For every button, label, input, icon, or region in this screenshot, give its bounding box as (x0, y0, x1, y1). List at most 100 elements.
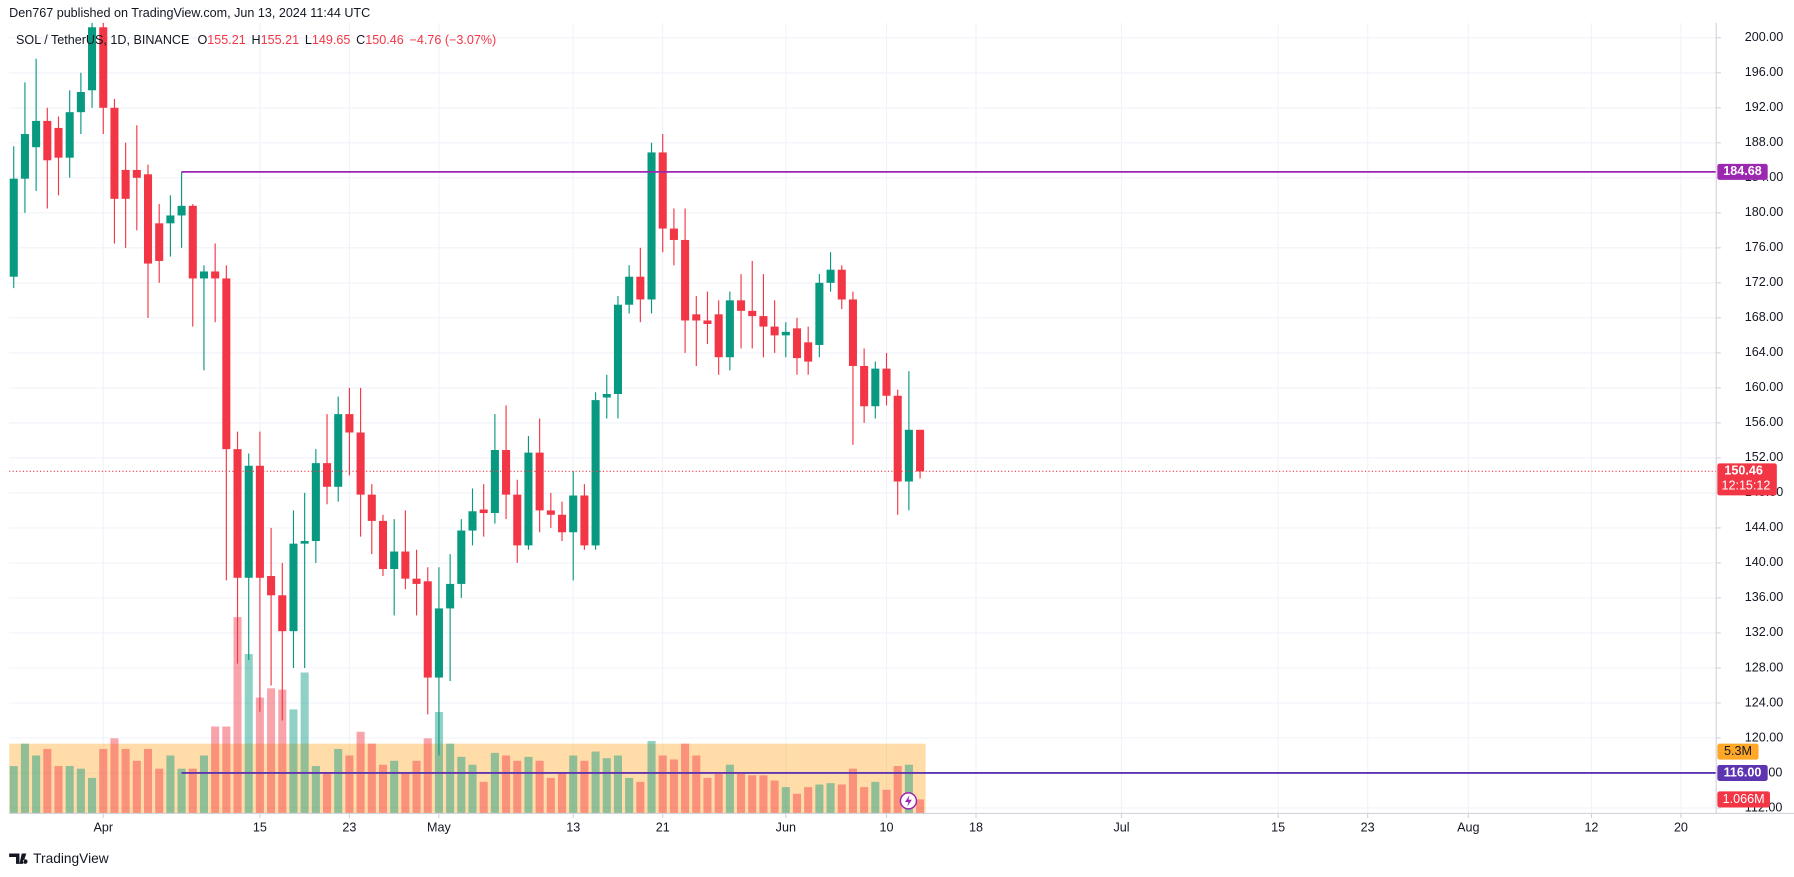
candle-body (737, 300, 746, 311)
volume-bar (759, 775, 768, 814)
volume-bar (468, 764, 477, 814)
candle-body (233, 449, 242, 578)
volume-bar (692, 755, 701, 814)
candle-body (88, 27, 97, 91)
x-tick-label: 10 (880, 821, 894, 835)
volume-bar (860, 787, 869, 814)
x-tick-label: 23 (342, 821, 356, 835)
candle-body (815, 282, 824, 345)
candle-body (423, 581, 432, 678)
candle-body (468, 511, 477, 531)
y-tick-label: 144.00 (1745, 520, 1783, 534)
volume-bar (155, 768, 164, 814)
candle-body (904, 429, 913, 482)
y-tick-label: 140.00 (1745, 555, 1783, 569)
y-tick-label: 120.00 (1745, 730, 1783, 744)
volume-bar (32, 755, 41, 814)
volume-ma-label: 5.3M (1724, 744, 1752, 758)
x-tick-label: 15 (1271, 821, 1285, 835)
y-tick-label: 172.00 (1745, 275, 1783, 289)
volume-bar (367, 743, 376, 814)
x-tick-label: 12 (1584, 821, 1598, 835)
y-tick-label: 164.00 (1745, 345, 1783, 359)
volume-bar (479, 781, 488, 814)
volume-bar (804, 787, 813, 814)
volume-bar (916, 799, 925, 814)
candle-body (513, 494, 522, 546)
x-tick-label: Apr (93, 821, 113, 835)
ohlc-letter: H (252, 34, 261, 48)
candle-body (32, 120, 41, 148)
ohlc-letter: L (305, 34, 312, 48)
candle-body (211, 271, 220, 279)
last-price-label: 150.46 (1724, 464, 1762, 478)
volume-bar (177, 768, 186, 814)
volume-bar (904, 764, 913, 814)
y-tick-label: 180.00 (1745, 205, 1783, 219)
volume-bar (490, 752, 499, 814)
ohlc-value: 149.65 (312, 34, 350, 48)
candle-body (65, 112, 74, 158)
candle-body (9, 178, 18, 277)
y-tick-label: 136.00 (1745, 590, 1783, 604)
candle-body (255, 465, 264, 578)
x-tick-label: May (427, 821, 451, 835)
candle-body (222, 278, 231, 450)
candle-body (837, 269, 846, 300)
candle-body (345, 414, 354, 433)
y-tick-label: 128.00 (1745, 660, 1783, 674)
volume-bar (76, 768, 85, 814)
candle-body (390, 551, 399, 570)
volume-bar (557, 772, 567, 814)
candle-body (99, 27, 108, 108)
volume-bar (725, 764, 734, 814)
volume-bar (334, 748, 343, 814)
x-tick-label: 20 (1674, 821, 1688, 835)
volume-bar (323, 772, 332, 814)
change: −4.76 (−3.07%) (410, 34, 497, 48)
candle-body (692, 314, 701, 321)
candle-body (166, 215, 175, 224)
candle-body (546, 510, 555, 515)
volume-bar (188, 768, 197, 814)
ohlc-letter: C (356, 34, 365, 48)
candle-body (748, 310, 757, 317)
volume-bar (244, 654, 253, 814)
candle-body (759, 316, 768, 327)
y-tick-label: 188.00 (1745, 135, 1783, 149)
volume-bar (401, 772, 410, 814)
candle-body (714, 314, 723, 358)
volume-bar (613, 755, 622, 814)
candle-body (110, 107, 119, 199)
price-line-tag-box (1717, 163, 1768, 180)
x-tick-label: 23 (1361, 821, 1375, 835)
volume-bar (446, 743, 455, 814)
candle-body (681, 239, 690, 321)
candle-body (334, 414, 343, 487)
volume-bar (423, 738, 432, 814)
candle-body (143, 174, 153, 264)
candle-body (177, 205, 186, 216)
volume-bar (513, 760, 522, 814)
candle-body (188, 205, 197, 279)
x-tick-label: 21 (656, 821, 670, 835)
volume-bar (65, 766, 74, 814)
volume-bar (815, 784, 824, 814)
y-tick-label: 196.00 (1745, 65, 1783, 79)
candle-body (569, 495, 578, 533)
candle-body (860, 365, 869, 407)
volume-bar (457, 756, 466, 814)
candle-body (43, 120, 52, 161)
attribution: Den767 published on TradingView.com, Jun… (9, 6, 370, 20)
volume-bar (569, 755, 578, 814)
volume-bar (211, 726, 220, 814)
x-tick-label: Jun (776, 821, 796, 835)
volume-bar (132, 760, 141, 814)
y-tick-label: 156.00 (1745, 415, 1783, 429)
price-line-label: 116.00 (1724, 765, 1762, 779)
volume-bar (681, 743, 690, 814)
candle-body (916, 429, 925, 472)
candle-body (669, 228, 678, 240)
ohlc-value: 155.21 (207, 34, 245, 48)
